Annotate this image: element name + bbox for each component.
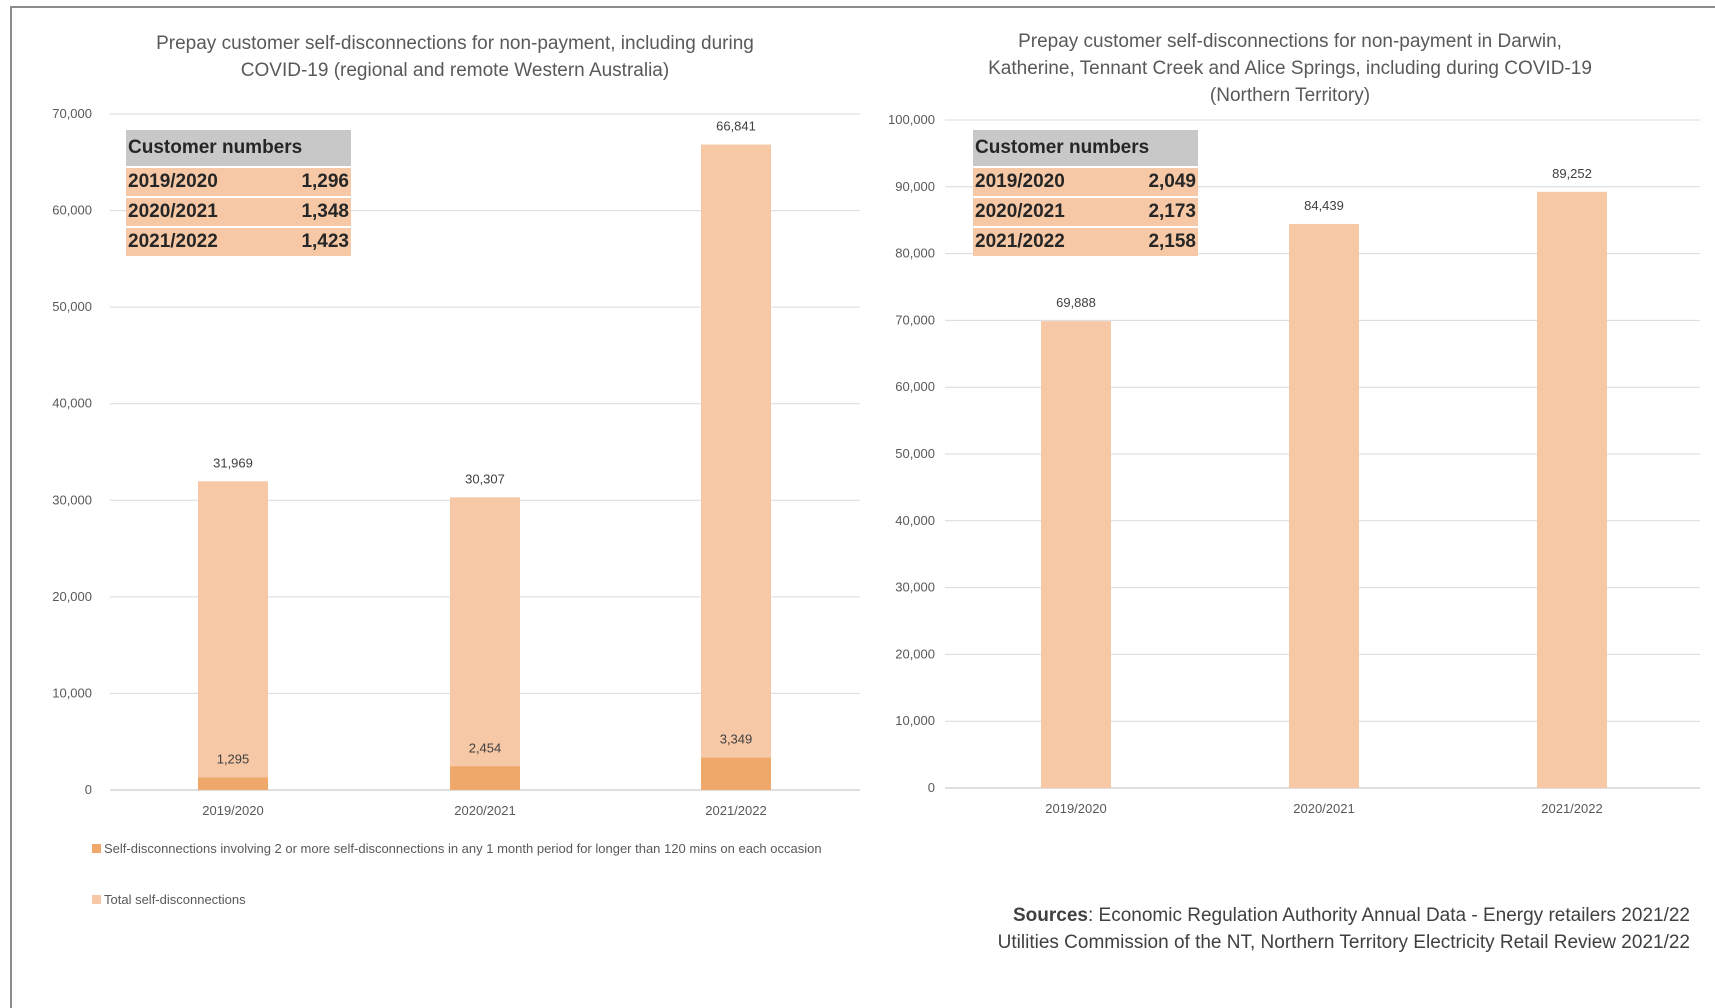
table-row: 2020/2021 2,173 — [973, 196, 1198, 227]
left-y-tick-label: 60,000 — [52, 203, 92, 218]
right-data-label-total: 69,888 — [1056, 295, 1096, 310]
right-y-tick-label: 80,000 — [895, 246, 935, 261]
right-y-tick-label: 10,000 — [895, 713, 935, 728]
right-x-tick-label: 2019/2020 — [1045, 801, 1106, 816]
left-bar-multi — [450, 766, 520, 790]
right-y-tick-label: 70,000 — [895, 312, 935, 327]
left-y-tick-label: 30,000 — [52, 492, 92, 507]
left-y-tick-label: 20,000 — [52, 589, 92, 604]
legend-label-multi: Self-disconnections involving 2 or more … — [104, 841, 822, 856]
left-y-tick-label: 10,000 — [52, 685, 92, 700]
left-y-tick-label: 50,000 — [52, 299, 92, 314]
right-customer-table: Customer numbers 2019/2020 2,049 2020/202… — [973, 130, 1198, 256]
left-bar-multi — [198, 777, 268, 790]
table-row: 2019/2020 2,049 — [973, 166, 1198, 197]
left-data-label-total: 31,969 — [213, 455, 253, 470]
right-y-tick-label: 20,000 — [895, 646, 935, 661]
charts-canvas: 0 10,000 20,000 30,000 40,000 50,000 60,000 70,… — [52, 106, 1700, 818]
legend-multi: Self-disconnections involving 2 or more … — [92, 839, 842, 859]
table-row: 2021/2022 2,158 — [973, 226, 1198, 256]
left-data-label-multi: 3,349 — [720, 732, 753, 747]
left-x-tick-label: 2021/2022 — [705, 803, 766, 818]
legend-swatch-total — [92, 895, 101, 904]
legend-total: Total self-disconnections — [92, 892, 246, 907]
left-bar-multi — [701, 757, 771, 790]
left-bar-total — [450, 497, 520, 790]
right-y-tick-label: 0 — [928, 780, 935, 795]
left-customer-table: Customer numbers 2019/2020 1,296 2020/202… — [126, 130, 351, 256]
left-bar-total — [198, 481, 268, 790]
table-header: Customer numbers — [126, 130, 351, 167]
left-chart-title: Prepay customer self-disconnections for … — [156, 33, 754, 81]
right-bar-total — [1537, 191, 1607, 789]
left-y-tick-label: 70,000 — [52, 106, 92, 121]
sources-note: Sources: Economic Regulation Authority A… — [998, 902, 1690, 956]
left-y-tick-label: 40,000 — [52, 396, 92, 411]
right-y-tick-label: 90,000 — [895, 179, 935, 194]
left-data-label-multi: 1,295 — [217, 751, 250, 766]
table-header: Customer numbers — [973, 130, 1198, 167]
right-bar-total — [1289, 223, 1359, 788]
left-y-tick-label: 0 — [85, 782, 92, 797]
right-y-tick-label: 100,000 — [888, 112, 935, 127]
right-y-tick-label: 40,000 — [895, 513, 935, 528]
left-data-label-total: 30,307 — [465, 471, 505, 486]
table-row: 2020/2021 1,348 — [126, 196, 351, 227]
figure-frame — [10, 6, 1715, 1008]
right-bar-total — [1041, 321, 1111, 788]
sources-line-2: Utilities Commission of the NT, Northern… — [997, 932, 1690, 953]
sources-line-1: : Economic Regulation Authority Annual D… — [1087, 905, 1690, 926]
right-y-tick-label: 50,000 — [895, 446, 935, 461]
right-x-tick-label: 2021/2022 — [1541, 801, 1602, 816]
legend-label-total: Total self-disconnections — [104, 892, 246, 907]
right-x-tick-label: 2020/2021 — [1293, 801, 1354, 816]
right-data-label-total: 89,252 — [1552, 166, 1592, 181]
left-bar-total — [701, 144, 771, 791]
table-row: 2019/2020 1,296 — [126, 166, 351, 197]
sources-label: Sources — [1012, 905, 1088, 926]
left-x-tick-label: 2020/2021 — [454, 803, 515, 818]
legend-swatch-multi — [92, 844, 101, 853]
left-data-label-multi: 2,454 — [469, 740, 502, 755]
table-row: 2021/2022 1,423 — [126, 226, 351, 256]
right-chart-title: Prepay customer self-disconnections for … — [988, 31, 1592, 106]
right-y-tick-label: 30,000 — [895, 580, 935, 595]
left-data-label-total: 66,841 — [716, 119, 756, 134]
right-data-label-total: 84,439 — [1304, 198, 1344, 213]
right-y-tick-label: 60,000 — [895, 379, 935, 394]
left-x-tick-label: 2019/2020 — [202, 803, 263, 818]
